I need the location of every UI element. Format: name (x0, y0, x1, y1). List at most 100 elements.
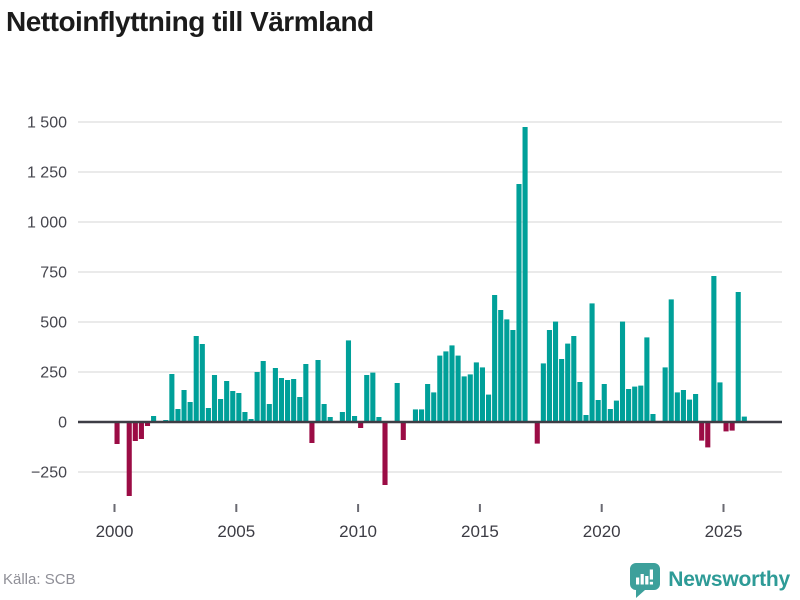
quarter-bar (260, 361, 266, 422)
quarter-bar (437, 355, 443, 422)
quarter-bar (224, 381, 230, 422)
quarter-bar (254, 372, 260, 422)
quarter-bar (711, 276, 717, 422)
x-axis-tick-label: 2005 (217, 522, 255, 541)
quarter-bar (303, 364, 309, 422)
quarter-bar (595, 400, 601, 422)
quarter-bar (540, 363, 546, 422)
quarter-bar (236, 393, 242, 422)
quarter-bar (370, 372, 376, 422)
quarter-bar (218, 399, 224, 422)
quarter-bar (589, 303, 595, 422)
quarter-bar (175, 409, 181, 422)
quarter-bar (668, 299, 674, 422)
quarter-bar (723, 422, 729, 432)
x-axis-tick-label: 2020 (583, 522, 621, 541)
quarter-bar (626, 389, 632, 422)
quarter-bar (479, 367, 485, 422)
quarter-bar (291, 379, 297, 422)
quarter-bar (601, 384, 607, 422)
y-axis-tick-label: 500 (40, 315, 67, 332)
quarter-bar (632, 386, 638, 422)
quarter-bar (467, 374, 473, 422)
quarter-bar (546, 330, 552, 422)
quarter-bar (607, 409, 613, 422)
quarter-bar (169, 374, 175, 422)
quarter-bar (327, 417, 333, 422)
quarter-bar (504, 319, 510, 422)
quarter-bar (741, 416, 747, 422)
quarter-bar (473, 362, 479, 422)
quarter-bar (187, 402, 193, 422)
quarter-bar (297, 397, 303, 422)
quarter-bar (644, 337, 650, 422)
newsworthy-brand-label: Newsworthy (668, 568, 790, 591)
quarter-bar (364, 375, 370, 422)
x-axis-tick-label: 2025 (705, 522, 743, 541)
quarter-bar (613, 400, 619, 422)
x-axis-tick-label: 2000 (96, 522, 134, 541)
quarter-bar (138, 422, 144, 439)
quarter-bar (376, 417, 382, 422)
quarter-bar (729, 422, 735, 431)
quarter-bar (638, 385, 644, 422)
quarter-bar (352, 416, 358, 422)
quarter-bar (577, 382, 583, 422)
quarter-bar (345, 340, 352, 422)
quarter-bar (693, 394, 699, 422)
quarter-bar (412, 409, 419, 422)
quarter-bar (510, 330, 516, 422)
quarter-bar (425, 384, 431, 422)
quarter-bar (461, 376, 467, 422)
quarter-bar (278, 378, 285, 422)
quarter-bar (650, 414, 656, 422)
quarter-bar (272, 368, 278, 422)
quarter-bar (443, 351, 449, 422)
y-axis-tick-label: 1 000 (27, 215, 67, 232)
quarter-bar (114, 422, 120, 444)
quarter-bar (248, 419, 254, 422)
y-axis-tick-label: 1 250 (27, 165, 67, 182)
quarter-bar (309, 422, 315, 443)
quarter-bar (431, 392, 437, 422)
quarter-bar (571, 336, 577, 422)
newsworthy-brand: Newsworthy (629, 560, 790, 600)
quarter-bar (485, 394, 492, 422)
quarter-bar (662, 367, 668, 422)
quarter-bar (242, 412, 248, 422)
quarter-bar (315, 360, 321, 422)
y-axis-tick-label: 250 (40, 365, 67, 382)
quarter-bar (498, 310, 504, 422)
quarter-bar (181, 390, 187, 422)
quarter-bar (205, 408, 211, 422)
quarter-bar (394, 383, 400, 422)
x-axis-tick-label: 2015 (461, 522, 499, 541)
quarter-bar (455, 355, 461, 422)
quarter-bar (534, 422, 540, 444)
quarter-bar (419, 409, 425, 422)
quarter-bar (705, 422, 711, 448)
quarter-bar (358, 422, 364, 428)
quarter-bar (559, 359, 565, 422)
source-attribution: Källa: SCB (3, 571, 76, 588)
quarter-bar (583, 415, 589, 422)
quarter-bar (126, 422, 132, 496)
quarter-bar (619, 321, 626, 422)
quarter-bar (144, 422, 151, 426)
y-axis-tick-label: 1 500 (27, 115, 67, 132)
quarter-bar (382, 422, 388, 485)
y-axis-tick-label: 750 (40, 265, 67, 282)
quarter-bar (230, 391, 236, 422)
quarter-bar (735, 292, 741, 422)
quarter-bar (680, 390, 686, 422)
quarter-bar (717, 382, 723, 422)
quarter-bar (151, 416, 157, 422)
quarter-bar (492, 295, 498, 422)
x-axis-tick-label: 2010 (339, 522, 377, 541)
quarter-bar (516, 184, 522, 422)
quarter-bar (674, 392, 680, 422)
y-axis-tick-label: 0 (58, 415, 67, 432)
quarter-bar (522, 127, 528, 422)
quarter-bar (211, 375, 218, 422)
